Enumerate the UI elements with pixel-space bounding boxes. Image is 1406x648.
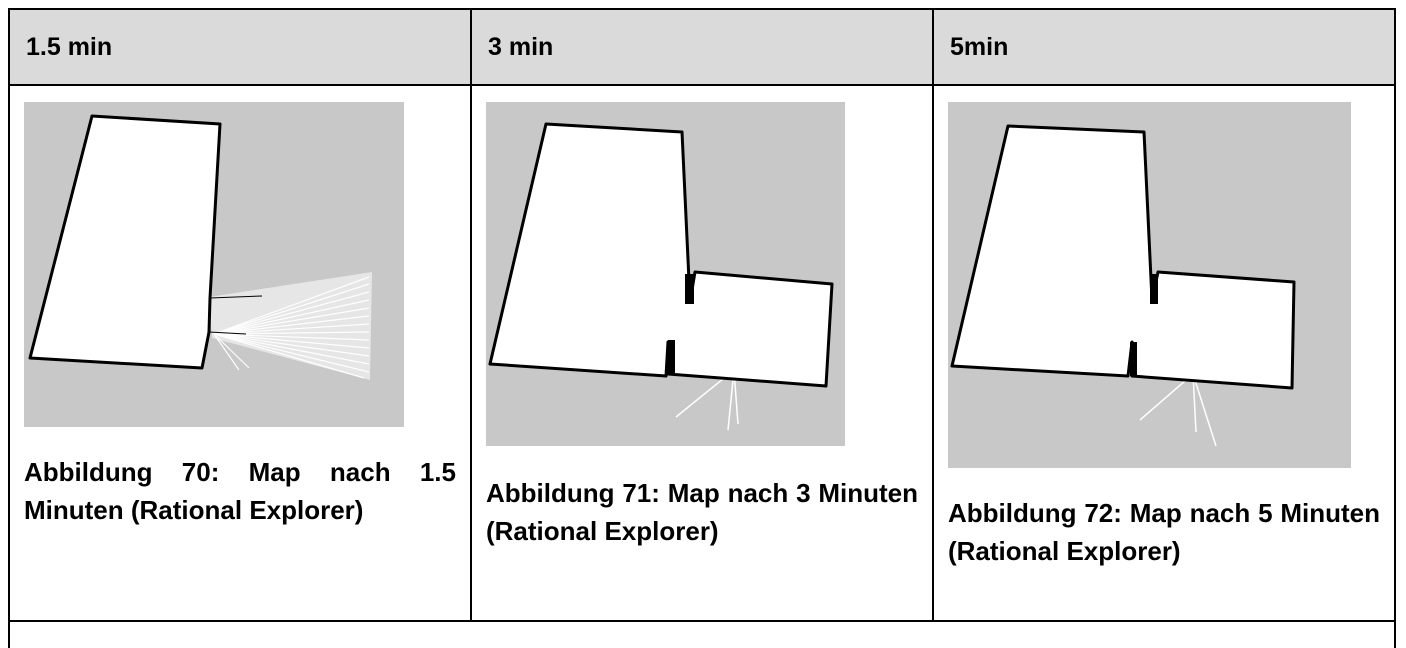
figure-caption-3: Abbildung 72: Map nach 5 Minuten (Ration… (948, 498, 1380, 566)
table-body-row: Abbildung 70: Map nach 1.5 Minuten (Rati… (10, 86, 1394, 622)
map-image-3 (948, 102, 1351, 468)
figure-caption-2: Abbildung 71: Map nach 3 Minuten (Ration… (486, 478, 918, 546)
body-cell-3: Abbildung 72: Map nach 5 Minuten (Ration… (934, 86, 1394, 620)
body-cell-1: Abbildung 70: Map nach 1.5 Minuten (Rati… (10, 86, 472, 620)
table-header-row: 1.5 min 3 min 5min (10, 10, 1394, 86)
map-image-1 (24, 102, 404, 427)
figure-caption-1: Abbildung 70: Map nach 1.5 Minuten (Rati… (24, 457, 456, 525)
map-image-2 (486, 102, 845, 446)
header-cell-1: 1.5 min (10, 10, 472, 84)
header-cell-2: 3 min (472, 10, 934, 84)
header-cell-3: 5min (950, 32, 1009, 61)
comparison-table: 1.5 min 3 min 5min (8, 8, 1396, 648)
body-cell-2: Abbildung 71: Map nach 3 Minuten (Ration… (472, 86, 934, 620)
